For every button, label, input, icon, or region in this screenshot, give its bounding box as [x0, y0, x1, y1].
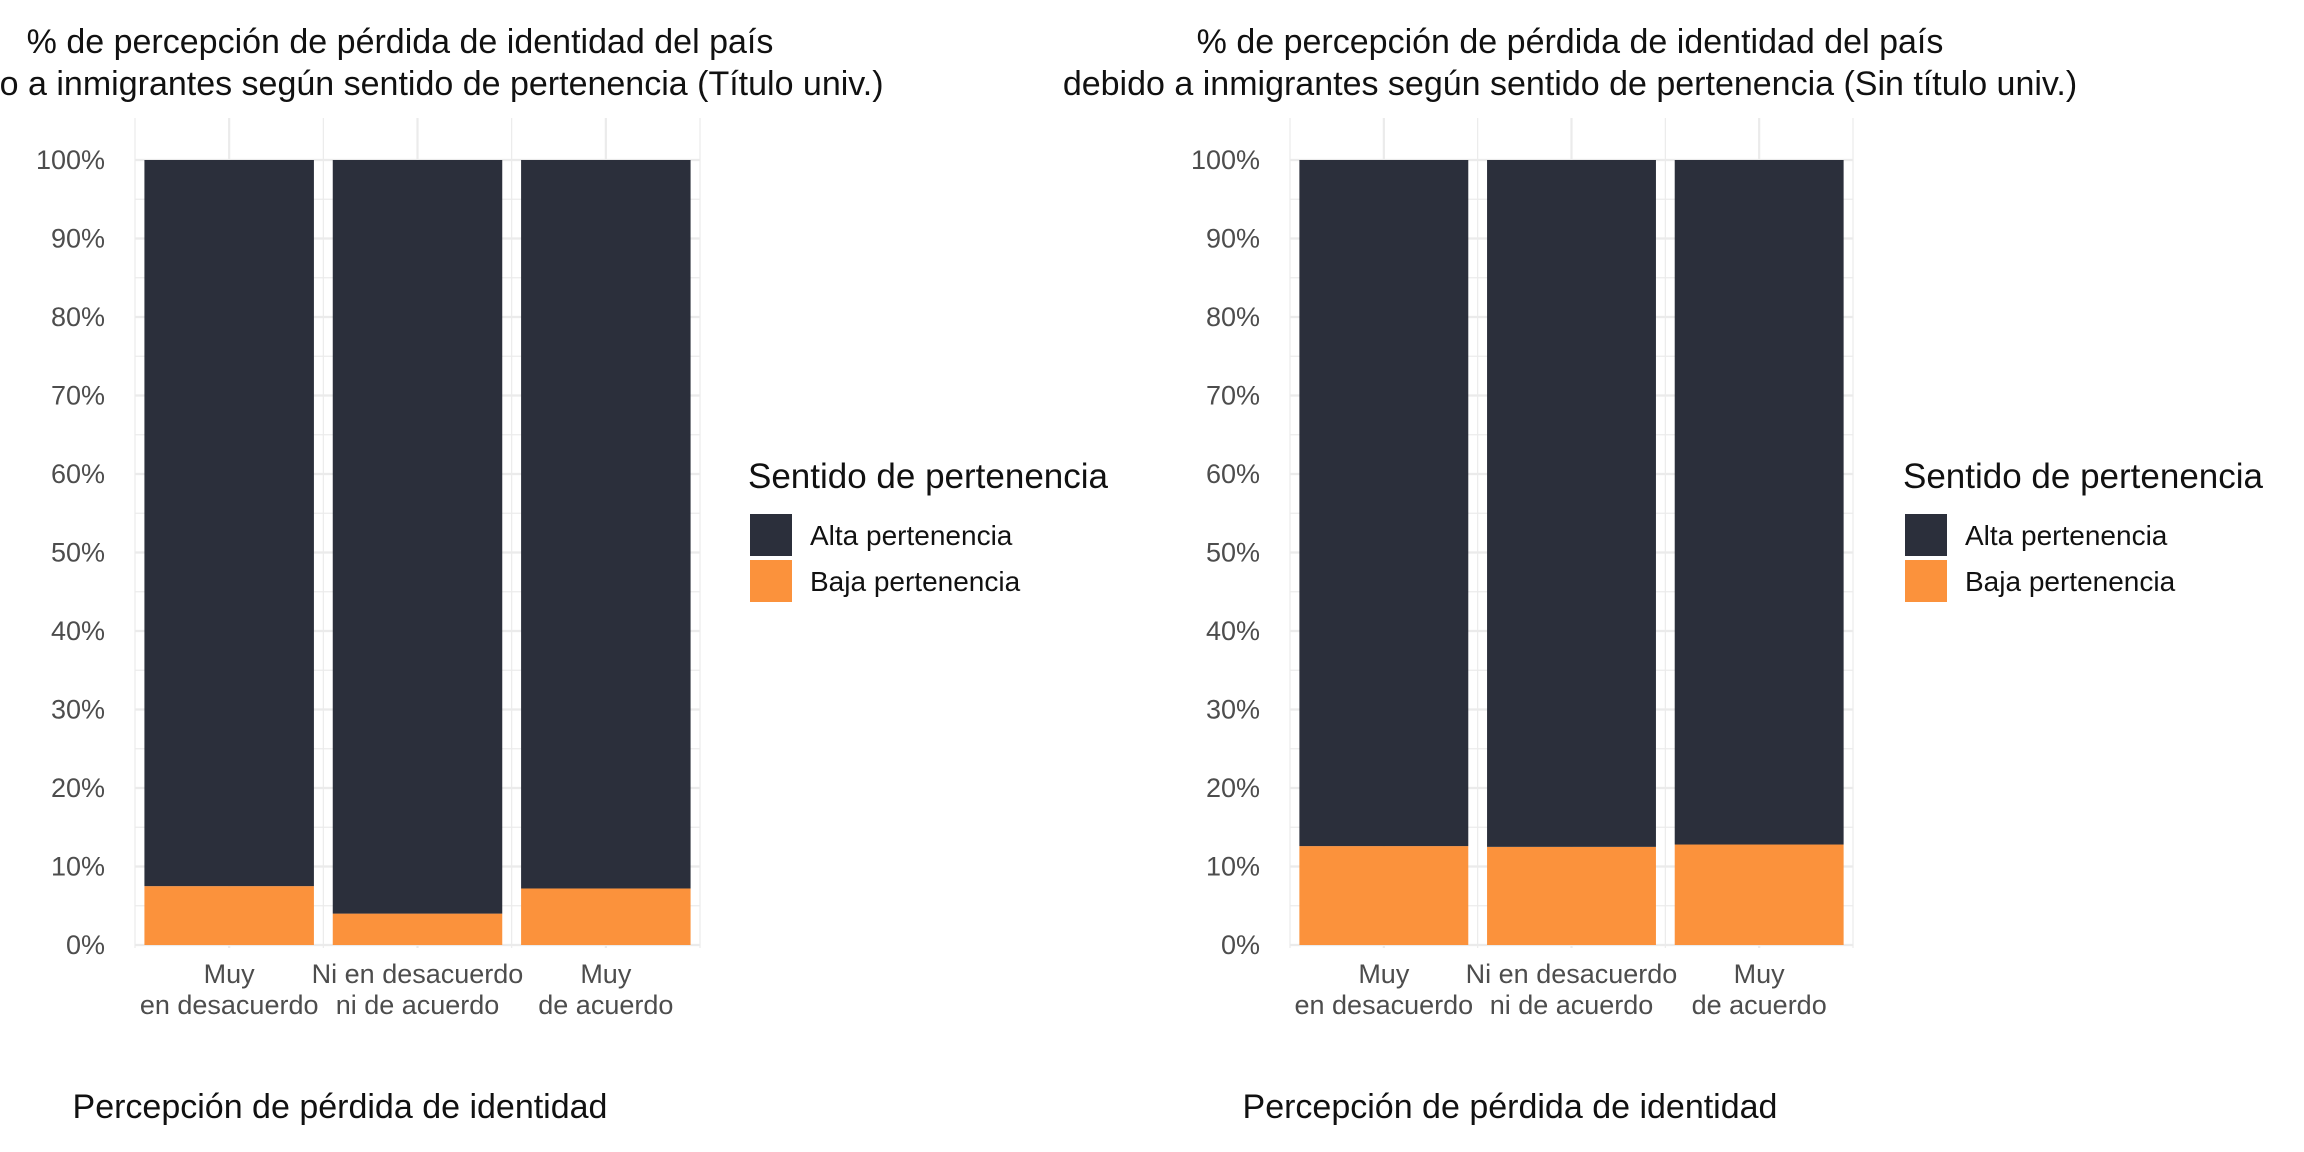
- y-tick-label: 60%: [1206, 459, 1260, 489]
- x-tick-label: ni de acuerdo: [336, 990, 500, 1020]
- legend: Sentido de pertenencia Alta pertenencia Ba…: [748, 457, 1109, 602]
- legend-label: Alta pertenencia: [810, 520, 1013, 551]
- y-tick-label: 50%: [51, 538, 105, 568]
- bar-segment-baja-pertenencia: [521, 888, 691, 945]
- chart-title-line-2: debido a inmigrantes según sentido de pe…: [1063, 65, 2077, 103]
- bar-segment-alta-pertenencia: [1674, 160, 1844, 845]
- x-tick-label: Muy: [580, 959, 632, 989]
- bar-segment-alta-pertenencia: [332, 160, 503, 914]
- y-tick-label: 90%: [51, 224, 105, 254]
- x-axis-title: Percepción de pérdida de identidad: [1243, 1088, 1778, 1126]
- y-tick-label: 10%: [1206, 852, 1260, 882]
- chart-panel-2: % de percepción de pérdida de identidad …: [1063, 23, 2264, 1126]
- x-tick-label: Muy: [204, 959, 256, 989]
- y-tick-label: 30%: [51, 695, 105, 725]
- y-tick-label: 100%: [1191, 145, 1260, 175]
- bar-segment-baja-pertenencia: [144, 886, 314, 945]
- bar-segment-baja-pertenencia: [1299, 846, 1469, 945]
- bar-segment-baja-pertenencia: [1487, 846, 1656, 945]
- y-tick-label: 10%: [51, 852, 105, 882]
- bar-segment-alta-pertenencia: [521, 160, 691, 889]
- x-tick-label: Ni en desacuerdo: [312, 959, 524, 989]
- y-tick-label: 80%: [51, 302, 105, 332]
- y-tick-label: 0%: [1221, 930, 1260, 960]
- bar-segment-baja-pertenencia: [1674, 844, 1844, 945]
- legend-swatch: [1905, 514, 1947, 556]
- y-tick-label: 60%: [51, 459, 105, 489]
- y-tick-label: 70%: [51, 381, 105, 411]
- legend-label: Baja pertenencia: [810, 566, 1021, 597]
- x-tick-label: Ni en desacuerdo: [1466, 959, 1678, 989]
- legend-label: Baja pertenencia: [1965, 566, 2176, 597]
- x-tick-label: Muy: [1358, 959, 1410, 989]
- bar-segment-alta-pertenencia: [144, 160, 314, 887]
- y-tick-label: 20%: [1206, 773, 1260, 803]
- chart-title-line-2: debido a inmigrantes según sentido de pe…: [0, 65, 884, 103]
- y-tick-label: 0%: [66, 930, 105, 960]
- y-tick-label: 80%: [1206, 302, 1260, 332]
- chart-title-line-1: % de percepción de pérdida de identidad …: [27, 23, 774, 61]
- x-tick-label: ni de acuerdo: [1490, 990, 1654, 1020]
- x-tick-label: Muy: [1734, 959, 1786, 989]
- y-tick-label: 70%: [1206, 381, 1260, 411]
- legend-title: Sentido de pertenencia: [1903, 457, 2264, 496]
- legend-swatch: [750, 514, 792, 556]
- legend-swatch: [1905, 560, 1947, 602]
- y-tick-label: 40%: [51, 616, 105, 646]
- y-tick-label: 20%: [51, 773, 105, 803]
- legend-label: Alta pertenencia: [1965, 520, 2168, 551]
- x-tick-label: de acuerdo: [538, 990, 673, 1020]
- x-tick-label: en desacuerdo: [1295, 990, 1474, 1020]
- y-tick-label: 100%: [36, 145, 105, 175]
- y-tick-label: 40%: [1206, 616, 1260, 646]
- bar-segment-alta-pertenencia: [1299, 160, 1469, 847]
- chart-title-line-1: % de percepción de pérdida de identidad …: [1197, 23, 1944, 61]
- bar-segment-alta-pertenencia: [1487, 160, 1656, 847]
- legend-title: Sentido de pertenencia: [748, 457, 1109, 496]
- y-tick-label: 30%: [1206, 695, 1260, 725]
- legend: Sentido de pertenencia Alta pertenencia Ba…: [1903, 457, 2264, 602]
- x-tick-label: de acuerdo: [1692, 990, 1827, 1020]
- chart-panel-1: % de percepción de pérdida de identidad …: [0, 23, 1109, 1126]
- y-tick-label: 50%: [1206, 538, 1260, 568]
- x-tick-label: en desacuerdo: [140, 990, 319, 1020]
- legend-swatch: [750, 560, 792, 602]
- x-axis-title: Percepción de pérdida de identidad: [73, 1088, 608, 1126]
- bar-segment-baja-pertenencia: [332, 913, 503, 945]
- y-tick-label: 90%: [1206, 224, 1260, 254]
